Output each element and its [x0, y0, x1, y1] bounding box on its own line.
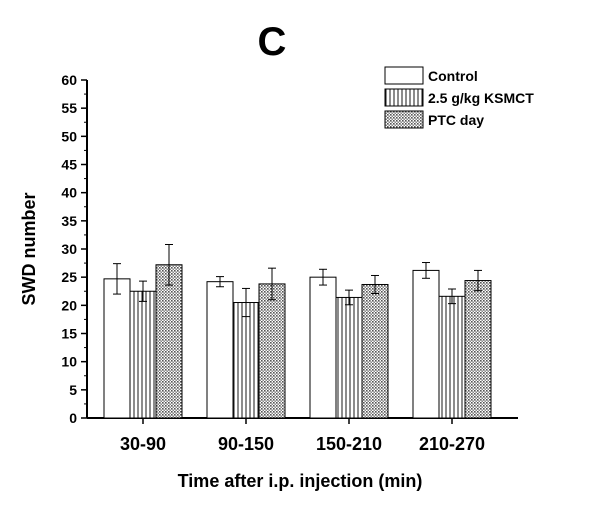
legend-swatch	[384, 88, 424, 107]
x-tick-label: 30-90	[120, 434, 166, 454]
y-tick-label: 50	[61, 128, 77, 144]
y-tick-label: 0	[69, 410, 77, 426]
bar	[438, 295, 466, 419]
x-tick-label: 210-270	[419, 434, 485, 454]
y-tick-label: 20	[61, 297, 77, 313]
y-tick-label: 45	[61, 157, 77, 173]
y-tick-label: 30	[61, 241, 77, 257]
legend-swatch	[384, 110, 424, 129]
y-tick-label: 25	[61, 269, 77, 285]
error-bars	[113, 243, 482, 318]
y-tick-label: 15	[61, 326, 77, 342]
legend-label: 2.5 g/kg KSMCT	[428, 90, 534, 106]
panel-label: C	[258, 20, 287, 64]
bar	[309, 276, 337, 419]
bar	[258, 283, 286, 419]
y-tick-label: 40	[61, 185, 77, 201]
y-ticks: 0 5 10 15 20 25 30 35 40 45 50 55 60	[61, 72, 87, 426]
y-axis-title: SWD number	[19, 192, 39, 305]
bar	[155, 264, 183, 419]
x-ticks: 30-90 90-150 150-210 210-270	[120, 418, 485, 454]
legend-label: Control	[428, 68, 478, 84]
legend: Control 2.5 g/kg KSMCT PTC day	[384, 66, 534, 129]
x-axis-title: Time after i.p. injection (min)	[178, 471, 423, 491]
bar	[335, 296, 363, 419]
bar	[129, 290, 157, 419]
legend-swatch	[384, 66, 424, 85]
y-tick-label: 55	[61, 100, 77, 116]
y-tick-label: 35	[61, 213, 77, 229]
bar	[232, 302, 260, 419]
x-tick-label: 90-150	[218, 434, 274, 454]
bar	[412, 269, 440, 419]
bar	[361, 283, 389, 419]
bars	[103, 264, 492, 419]
y-tick-label: 5	[69, 382, 77, 398]
legend-label: PTC day	[428, 112, 484, 128]
bar	[464, 280, 492, 419]
y-tick-label: 10	[61, 354, 77, 370]
bar	[103, 278, 131, 419]
x-tick-label: 150-210	[316, 434, 382, 454]
bar	[206, 281, 234, 419]
y-tick-label: 60	[61, 72, 77, 88]
